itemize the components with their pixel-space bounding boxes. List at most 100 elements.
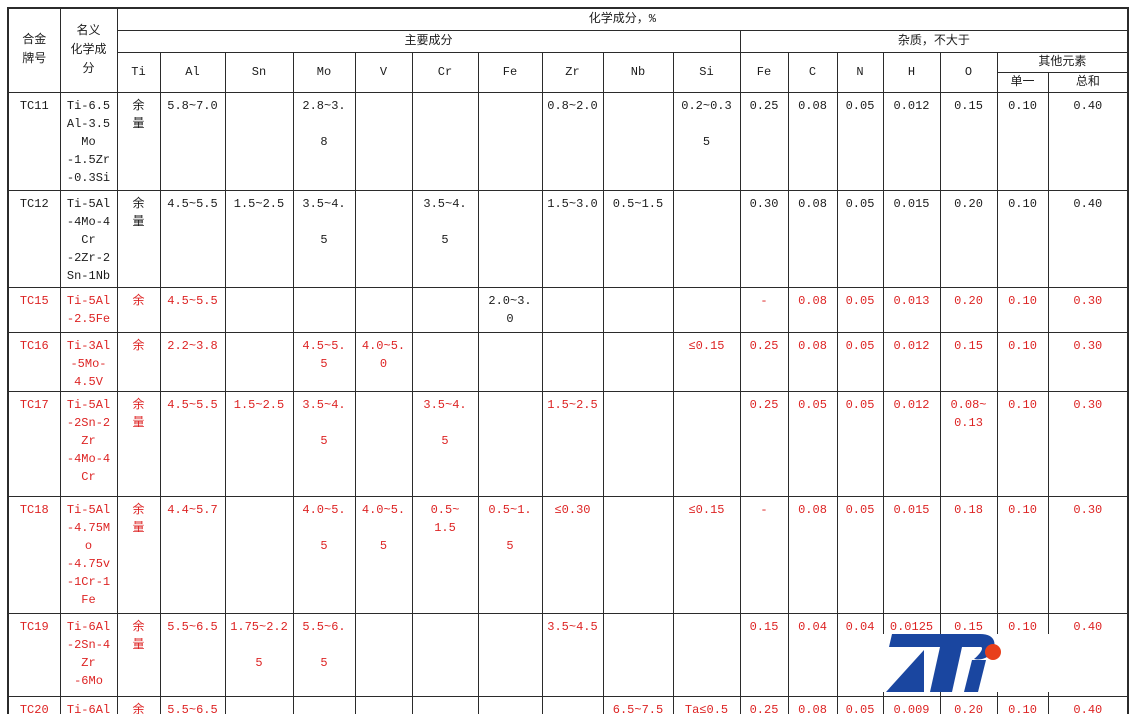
value-cell: 2.0~3. 0: [477, 286, 543, 333]
alloy-grade-cell: TC11: [7, 91, 61, 191]
alloy-composition-table: 合金 牌号 名义 化学成 分 化学成分，% 主要成分 杂质，不大于 Ti Al …: [7, 7, 1130, 714]
value-cell: 0.05: [836, 390, 884, 497]
lti-logo: [862, 630, 1012, 694]
value-cell: [224, 495, 294, 614]
value-cell: -: [739, 495, 789, 614]
col-header-mo: Mo: [292, 51, 356, 93]
col-header-nb: Nb: [602, 51, 674, 93]
col-header-v: V: [354, 51, 413, 93]
value-cell: [672, 189, 741, 288]
value-cell: [224, 91, 294, 191]
value-cell: Ti-5Al -2Sn-2 Zr -4Mo-4 Cr: [59, 390, 118, 497]
value-cell: [477, 612, 543, 697]
value-cell: 0.015: [882, 189, 941, 288]
alloy-grade-cell: TC18: [7, 495, 61, 614]
alloy-grade-cell: TC20: [7, 695, 61, 714]
col-header-fe-impurity: Fe: [739, 51, 789, 93]
logo-l-shape: [886, 650, 924, 692]
value-cell: 0.10: [996, 495, 1049, 614]
col-header-o: O: [939, 51, 998, 93]
value-cell: Ti-5Al -4Mo-4 Cr -2Zr-2 Sn-1Nb: [59, 189, 118, 288]
value-cell: 5.5~6.5: [159, 612, 226, 697]
value-cell: 4.0~5. 5: [292, 495, 356, 614]
value-cell: 0.10: [996, 390, 1049, 497]
value-cell: [292, 695, 356, 714]
value-cell: Ti-5Al -4.75M o -4.75v -1Cr-1 Fe: [59, 495, 118, 614]
value-cell: [354, 390, 413, 497]
value-cell: 0.05: [836, 331, 884, 392]
value-cell: 余: [116, 286, 161, 333]
value-cell: 0.012: [882, 390, 941, 497]
value-cell: 4.5~5.5: [159, 390, 226, 497]
header-impurities: 杂质，不大于: [739, 29, 1129, 53]
value-cell: Ta≤0.5: [672, 695, 741, 714]
table-body: TC11 Ti-6.5 Al-3.5 Mo -1.5Zr -0.3Si 余 量 5.8…: [7, 91, 1129, 714]
value-cell: 0.05: [836, 495, 884, 614]
value-cell: [541, 286, 604, 333]
value-cell: [672, 390, 741, 497]
value-cell: [477, 189, 543, 288]
value-cell: -: [739, 286, 789, 333]
value-cell: [477, 390, 543, 497]
value-cell: 0.5~1.5: [602, 189, 674, 288]
lti-logo-icon: [886, 634, 1001, 692]
col-header-ti: Ti: [116, 51, 161, 93]
col-header-other-total: 总和: [1047, 71, 1129, 93]
value-cell: 0.20: [939, 286, 998, 333]
value-cell: [477, 91, 543, 191]
value-cell: 余: [116, 331, 161, 392]
value-cell: 4.0~5. 5: [354, 495, 413, 614]
value-cell: 0.20: [939, 189, 998, 288]
col-header-si: Si: [672, 51, 741, 93]
value-cell: 4.5~5.5: [159, 189, 226, 288]
value-cell: [224, 695, 294, 714]
value-cell: 2.2~3.8: [159, 331, 226, 392]
value-cell: [672, 612, 741, 697]
value-cell: [224, 331, 294, 392]
value-cell: 0.08: [787, 495, 838, 614]
value-cell: [354, 189, 413, 288]
value-cell: Ti-6.5 Al-3.5 Mo -1.5Zr -0.3Si: [59, 91, 118, 191]
value-cell: 余 量: [116, 189, 161, 288]
col-header-zr: Zr: [541, 51, 604, 93]
value-cell: 0.10: [996, 331, 1049, 392]
value-cell: 4.5~5. 5: [292, 331, 356, 392]
value-cell: 2.8~3. 8: [292, 91, 356, 191]
value-cell: 3.5~4. 5: [292, 390, 356, 497]
value-cell: 1.5~2.5: [224, 189, 294, 288]
value-cell: 0.5~1. 5: [477, 495, 543, 614]
value-cell: [354, 286, 413, 333]
value-cell: 0.25: [739, 91, 789, 191]
alloy-grade-cell: TC15: [7, 286, 61, 333]
col-header-c: C: [787, 51, 838, 93]
value-cell: 0.05: [836, 286, 884, 333]
value-cell: 0.15: [939, 331, 998, 392]
value-cell: 3.5~4. 5: [411, 189, 479, 288]
value-cell: 0.30: [1047, 495, 1129, 614]
value-cell: 0.08: [787, 189, 838, 288]
value-cell: 0.10: [996, 91, 1049, 191]
value-cell: [411, 612, 479, 697]
value-cell: 0.20: [939, 695, 998, 714]
col-header-h: H: [882, 51, 941, 93]
col-header-cr: Cr: [411, 51, 479, 93]
value-cell: 0.30: [1047, 286, 1129, 333]
value-cell: [292, 286, 356, 333]
table-row: TC15 Ti-5Al -2.5Fe 余 4.5~5.5 2.0~3. 0-0.08 0.…: [7, 286, 1129, 333]
value-cell: 0.009: [882, 695, 941, 714]
value-cell: 0.05: [836, 189, 884, 288]
value-cell: 0.04: [787, 612, 838, 697]
value-cell: 0.25: [739, 390, 789, 497]
value-cell: Ti-6Al: [59, 695, 118, 714]
col-header-sn: Sn: [224, 51, 294, 93]
value-cell: 0.012: [882, 331, 941, 392]
value-cell: 1.5~3.0: [541, 189, 604, 288]
value-cell: 0.15: [939, 91, 998, 191]
value-cell: Ti-3Al -5Mo- 4.5V: [59, 331, 118, 392]
value-cell: 0.08: [787, 331, 838, 392]
value-cell: [411, 91, 479, 191]
alloy-grade-cell: TC12: [7, 189, 61, 288]
header-chemical-composition: 化学成分，%: [116, 7, 1129, 31]
col-header-alloy-grade: 合金 牌号: [7, 7, 61, 93]
